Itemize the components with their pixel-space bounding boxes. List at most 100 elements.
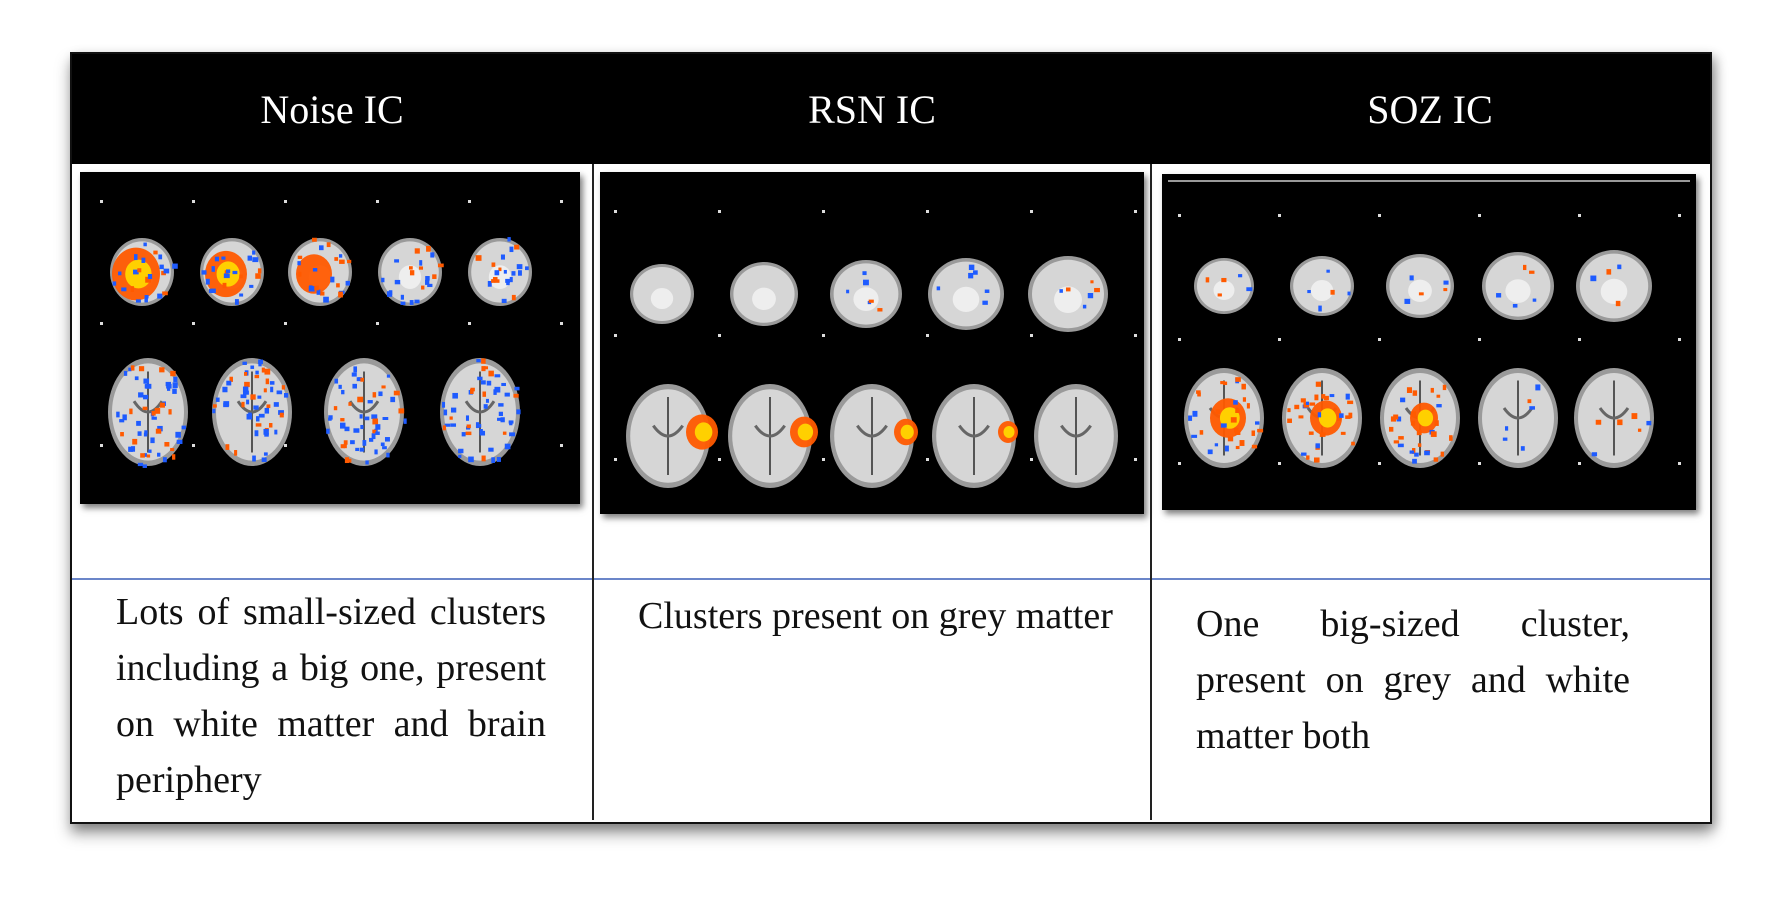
speckle (1197, 392, 1201, 397)
speckle (480, 380, 486, 385)
speckle (229, 376, 233, 382)
speckle (142, 464, 147, 468)
speckle (138, 366, 145, 372)
activation-core (1417, 409, 1434, 427)
speckle (1347, 291, 1351, 296)
speckle (498, 411, 503, 417)
speckle (205, 278, 210, 285)
speckle (353, 366, 358, 373)
speckle (1220, 381, 1226, 385)
speckle (334, 257, 339, 261)
soz-slices-svg (1168, 180, 1690, 468)
speckle (442, 401, 446, 408)
speckle (225, 444, 230, 450)
speckle (357, 396, 364, 403)
speckle (221, 256, 226, 260)
speckle (501, 298, 507, 304)
grid-dot (1578, 338, 1581, 341)
speckle (142, 406, 148, 411)
speckle (1239, 440, 1245, 446)
speckle (344, 457, 350, 464)
speckle (347, 458, 352, 463)
speckle (1215, 409, 1220, 415)
speckle (450, 407, 457, 413)
speckle (1430, 387, 1434, 393)
speckle (1440, 451, 1445, 457)
speckle (516, 264, 523, 270)
speckle (465, 415, 469, 421)
speckle (172, 388, 177, 394)
speckle (135, 299, 141, 303)
speckle (426, 245, 431, 252)
speckle (122, 414, 127, 421)
speckle (257, 395, 262, 399)
speckle (343, 440, 348, 445)
speckle (1389, 426, 1394, 432)
speckle (458, 454, 462, 458)
speckle (1314, 457, 1320, 463)
speckle (418, 266, 424, 270)
grid-dot (1578, 214, 1581, 217)
speckle (1315, 381, 1321, 387)
speckle (1246, 287, 1253, 292)
speckle (336, 283, 340, 288)
speckle (468, 456, 474, 463)
speckle (1397, 443, 1404, 448)
speckle (1390, 416, 1397, 422)
speckle (400, 301, 406, 306)
ventricle (1502, 407, 1534, 420)
speckle (1410, 420, 1416, 426)
speckle (491, 279, 496, 283)
grid-dot (1678, 214, 1681, 217)
grid-dot (1478, 338, 1481, 341)
grid-dot (100, 322, 103, 325)
speckle (164, 441, 170, 447)
speckle (172, 263, 178, 269)
speckle (425, 276, 430, 281)
speckle (146, 454, 151, 458)
speckle (1406, 387, 1413, 394)
grid-dot (926, 458, 929, 461)
speckle (143, 242, 147, 247)
speckle (437, 263, 444, 268)
speckle (1227, 436, 1234, 442)
speckle (147, 273, 153, 280)
speckle (359, 447, 365, 452)
speckle (1345, 415, 1351, 419)
ventricle (652, 424, 684, 438)
speckle (145, 276, 152, 283)
speckle (449, 416, 453, 420)
speckle (846, 289, 850, 294)
speckle (252, 455, 256, 462)
brainstem (1600, 278, 1628, 304)
speckle (250, 394, 256, 400)
speckle (369, 437, 374, 442)
speckle (311, 237, 317, 242)
speckle (151, 416, 157, 420)
ic-comparison-table: Noise IC RSN IC SOZ IC Lots of small-siz… (70, 52, 1712, 824)
speckle (134, 376, 139, 381)
speckle (144, 297, 148, 303)
speckle (1529, 270, 1535, 274)
speckle (151, 410, 156, 416)
ventricle (1598, 407, 1630, 420)
brainstem (650, 288, 674, 309)
speckle (503, 269, 507, 274)
speckle (1319, 432, 1326, 437)
speckle (482, 391, 487, 397)
speckle (1242, 397, 1247, 402)
speckle (258, 360, 262, 367)
speckle (382, 416, 389, 421)
speckle (1412, 458, 1417, 464)
speckle (375, 431, 380, 435)
grid-dot (192, 444, 195, 447)
speckle (212, 404, 217, 408)
noise-slices-svg (100, 200, 563, 468)
speckle (112, 281, 117, 286)
speckle (425, 279, 430, 285)
grid-dot (1178, 214, 1181, 217)
speckle (1646, 420, 1652, 426)
speckle (1409, 450, 1415, 454)
speckle (266, 404, 271, 409)
speckle (479, 430, 486, 436)
